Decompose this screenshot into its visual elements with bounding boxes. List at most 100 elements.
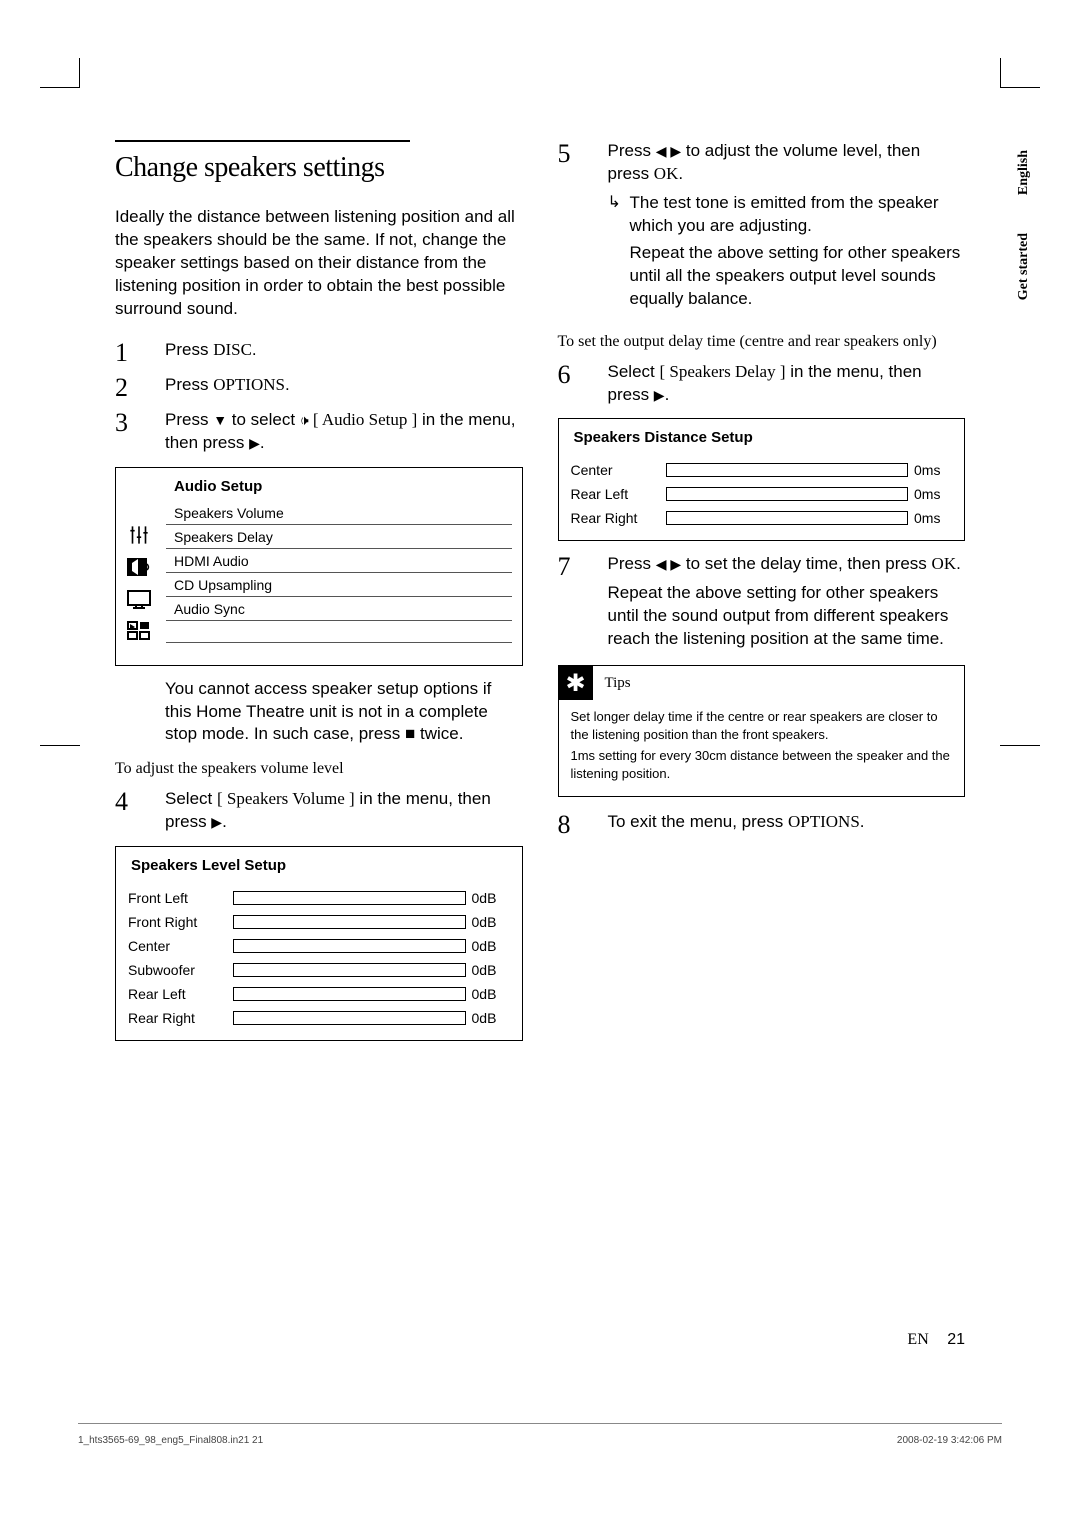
footer-lang: EN — [907, 1331, 928, 1348]
step-5-sub2: Repeat the above setting for other speak… — [608, 242, 966, 311]
side-tab-getstarted: Get started — [1016, 233, 1032, 300]
subheading: To set the output delay time (centre and… — [558, 333, 966, 351]
step-7: 7 Press ◀ ▶ to set the delay time, then … — [558, 553, 966, 651]
distance-row: Rear Right 0ms — [559, 506, 965, 530]
level-label: Rear Left — [128, 986, 233, 1002]
distance-value: 0ms — [914, 462, 952, 478]
side-tab-english: English — [1016, 150, 1032, 195]
right-column: 5 Press ◀ ▶ to adjust the volume level, … — [558, 140, 966, 1053]
speakers-distance-box: Speakers Distance Setup Center0msRear Le… — [558, 418, 966, 541]
level-row: Subwoofer 0dB — [116, 958, 522, 982]
step-4: 4 Select [ Speakers Volume ] in the menu… — [115, 788, 523, 834]
right-icon: ▶ — [211, 813, 222, 832]
menu-item: CD Upsampling — [166, 573, 512, 597]
level-label: Subwoofer — [128, 962, 233, 978]
level-header: Speakers Level Setup — [116, 847, 522, 880]
level-bar — [233, 891, 466, 905]
level-label: Rear Right — [128, 1010, 233, 1026]
step-6-list: 6 Select [ Speakers Delay ] in the menu,… — [558, 361, 966, 407]
level-label: Front Left — [128, 890, 233, 906]
level-value: 0dB — [472, 890, 510, 906]
distance-label: Center — [571, 462, 666, 478]
crop-mark — [40, 745, 80, 746]
audio-setup-menu: Audio Setup Speakers Volume Speakers Del… — [115, 467, 523, 666]
level-bar — [233, 987, 466, 1001]
step-number: 1 — [115, 339, 165, 366]
step-7-sub: Repeat the above setting for other speak… — [608, 582, 966, 651]
level-value: 0dB — [472, 962, 510, 978]
level-row: Front Right0dB — [116, 910, 522, 934]
step-3: 3 Press ▼ to select 🕩 [ Audio Setup ] in… — [115, 409, 523, 455]
level-row: Rear Left 0dB — [116, 982, 522, 1006]
footer-meta-right: 2008-02-19 3:42:06 PM — [897, 1435, 1002, 1446]
step-number: 5 — [558, 140, 608, 311]
step-5: 5 Press ◀ ▶ to adjust the volume level, … — [558, 140, 966, 311]
menu-item-blank — [166, 643, 512, 665]
intro-paragraph: Ideally the distance between listening p… — [115, 206, 523, 321]
menu-list: Speakers Volume Speakers Delay HDMI Audi… — [166, 501, 522, 665]
step-2: 2 Press OPTIONS. — [115, 374, 523, 401]
step-number: 6 — [558, 361, 608, 407]
side-tabs: English Get started — [1016, 150, 1032, 300]
distance-rows: Center 0ms Rear Left 0ms Rear Right 0ms — [559, 452, 965, 540]
footer-meta-left: 1_hts3565-69_98_eng5_Final808.in21 21 — [78, 1435, 263, 1446]
step-3-note: You cannot access speaker setup options … — [115, 678, 523, 747]
crop-mark — [1000, 58, 1040, 88]
tips-p2: 1ms setting for every 30cm distance betw… — [571, 747, 953, 782]
level-row: Center0dB — [116, 934, 522, 958]
footer-line — [78, 1423, 1002, 1424]
step-text: Select [ Speakers Delay ] in the menu, t… — [608, 361, 966, 407]
menu-item: Speakers Delay — [166, 525, 512, 549]
level-rows: Front Left0dBFront Right0dBCenter0dBSubw… — [116, 880, 522, 1040]
settings-icon — [124, 520, 154, 550]
level-value: 0dB — [472, 938, 510, 954]
speaker-icon: 🕩 — [300, 411, 309, 430]
menu-item-blank — [166, 621, 512, 643]
down-icon: ▼ — [213, 411, 227, 430]
menu-item: HDMI Audio — [166, 549, 512, 573]
tips-head: ✱ Tips — [559, 666, 965, 700]
distance-value: 0ms — [914, 486, 952, 502]
distance-label: Rear Left — [571, 486, 666, 502]
steps-left: 1 Press DISC. 2 Press OPTIONS. 3 Press ▼… — [115, 339, 523, 455]
grid-icon — [124, 616, 154, 646]
left-right-icon: ◀ ▶ — [656, 142, 681, 161]
distance-bar — [666, 511, 909, 525]
subheading: To adjust the speakers volume level — [115, 760, 523, 778]
section-title: Change speakers settings — [115, 152, 523, 184]
title-rule — [115, 140, 410, 142]
step-text: Select [ Speakers Volume ] in the menu, … — [165, 788, 523, 834]
step-4-list: 4 Select [ Speakers Volume ] in the menu… — [115, 788, 523, 834]
step-number: 8 — [558, 811, 608, 838]
left-column: Change speakers settings Ideally the dis… — [115, 140, 523, 1053]
monitor-icon — [124, 584, 154, 614]
page-footer: EN 21 — [907, 1331, 965, 1349]
level-row: Rear Right 0dB — [116, 1006, 522, 1030]
step-text: Press ▼ to select 🕩 [ Audio Setup ] in t… — [165, 409, 523, 455]
asterisk-icon: ✱ — [559, 666, 593, 700]
right-icon: ▶ — [249, 434, 260, 453]
tips-box: ✱ Tips Set longer delay time if the cent… — [558, 665, 966, 797]
step-text: Press DISC. — [165, 339, 523, 366]
step-8: 8 To exit the menu, press OPTIONS. — [558, 811, 966, 838]
distance-row: Center 0ms — [559, 458, 965, 482]
steps-right-5: 5 Press ◀ ▶ to adjust the volume level, … — [558, 140, 966, 311]
distance-row: Rear Left 0ms — [559, 482, 965, 506]
speaker-box-icon — [124, 552, 154, 582]
tips-body: Set longer delay time if the centre or r… — [559, 700, 965, 796]
step-number: 7 — [558, 553, 608, 651]
step-7-list: 7 Press ◀ ▶ to set the delay time, then … — [558, 553, 966, 651]
level-row: Front Left 0dB — [116, 886, 522, 910]
tips-p1: Set longer delay time if the centre or r… — [571, 708, 953, 743]
left-right-icon: ◀ ▶ — [656, 555, 681, 574]
level-value: 0dB — [472, 986, 510, 1002]
level-bar — [233, 939, 466, 953]
distance-value: 0ms — [914, 510, 952, 526]
page-content: Change speakers settings Ideally the dis… — [115, 140, 965, 1053]
distance-bar — [666, 463, 909, 477]
level-value: 0dB — [472, 1010, 510, 1026]
step-1: 1 Press DISC. — [115, 339, 523, 366]
step-text: To exit the menu, press OPTIONS. — [608, 811, 966, 838]
menu-item: Speakers Volume — [166, 501, 512, 525]
distance-label: Rear Right — [571, 510, 666, 526]
